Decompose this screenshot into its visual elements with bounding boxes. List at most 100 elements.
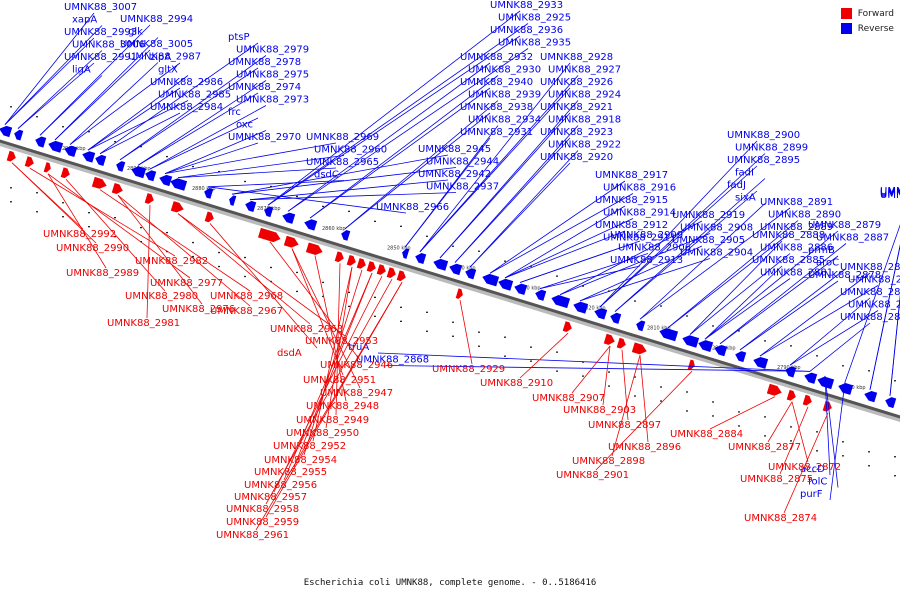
forward-gene-arrow[interactable] [111,182,124,195]
reverse-gene-arrow[interactable] [303,218,318,231]
forward-gene-arrow[interactable] [144,193,156,205]
reverse-gene-arrow[interactable] [784,365,797,378]
forward-gene-arrow[interactable] [822,400,834,413]
reverse-gene-arrow[interactable] [432,257,449,271]
forward-gene-arrow[interactable] [283,235,300,250]
guide-dot [478,250,480,252]
reverse-gene-arrow[interactable] [734,350,747,363]
reverse-gene-arrow[interactable] [658,326,679,342]
forward-gene-arrow[interactable] [356,258,368,270]
forward-gene-arrow[interactable] [24,156,36,168]
reverse-gene-arrow[interactable] [464,267,477,280]
forward-gene-arrow[interactable] [786,389,798,402]
guide-dot [114,236,116,238]
reverse-gene-arrow[interactable] [203,187,214,199]
reverse-gene-arrow[interactable] [837,381,854,395]
forward-gene-arrow[interactable] [455,288,465,299]
reverse-gene-label: UMNK88_2965 [306,157,379,168]
reverse-gene-arrow[interactable] [281,211,296,224]
forward-gene-label: UMNK88_2884 [670,429,743,440]
forward-gene-arrow[interactable] [258,227,282,244]
reverse-gene-arrow[interactable] [63,144,78,158]
reverse-gene-arrow[interactable] [481,272,500,287]
forward-gene-arrow[interactable] [204,211,216,223]
reverse-gene-arrow[interactable] [401,248,410,259]
forward-gene-arrow[interactable] [170,201,185,214]
reverse-gene-arrow[interactable] [803,371,818,384]
reverse-leader-line [759,272,871,357]
guide-dot [348,305,350,308]
reverse-gene-arrow[interactable] [713,343,728,357]
guide-dot [166,155,168,158]
forward-gene-arrow[interactable] [91,176,108,191]
reverse-gene-arrow[interactable] [534,288,547,301]
reverse-gene-arrow[interactable] [884,396,897,409]
reverse-gene-arrow[interactable] [863,389,878,403]
reverse-leader-line [267,35,521,206]
reverse-leader-line [164,142,259,175]
forward-gene-arrow[interactable] [346,255,358,267]
reverse-gene-arrow[interactable] [34,135,47,148]
reverse-gene-arrow[interactable] [13,129,24,141]
reverse-gene-arrow[interactable] [130,165,147,179]
reverse-gene-arrow[interactable] [0,124,13,138]
forward-gene-arrow[interactable] [766,383,783,398]
reverse-gene-label: UMNK88_2924 [548,90,621,101]
forward-gene-arrow[interactable] [60,167,72,179]
reverse-gene-arrow[interactable] [497,277,514,291]
reverse-gene-arrow[interactable] [228,195,237,206]
guide-dot [218,251,220,254]
forward-gene-label: UMNK88_2947 [320,388,393,399]
reverse-gene-arrow[interactable] [414,252,427,265]
reverse-gene-label: UMNK88_2943 [880,186,900,197]
reverse-gene-arrow[interactable] [263,205,274,218]
reverse-gene-arrow[interactable] [697,338,714,352]
forward-gene-arrow[interactable] [616,337,628,350]
forward-gene-arrow[interactable] [43,162,53,173]
reverse-gene-label: UMNK88_2975 [236,70,309,81]
reverse-gene-arrow[interactable] [513,282,528,295]
forward-gene-arrow[interactable] [305,242,324,256]
reverse-gene-arrow[interactable] [47,139,64,153]
reverse-gene-arrow[interactable] [144,169,157,182]
forward-gene-arrow[interactable] [366,261,378,273]
forward-gene-arrow[interactable] [562,321,574,333]
guide-dot [504,355,506,357]
reverse-gene-arrow[interactable] [340,229,351,241]
reverse-gene-arrow[interactable] [448,262,463,276]
reverse-gene-arrow[interactable] [244,199,257,212]
forward-gene-arrow[interactable] [386,267,398,279]
reverse-gene-arrow[interactable] [752,355,769,369]
reverse-gene-arrow[interactable] [572,300,589,314]
guide-dot [114,217,116,219]
reverse-gene-label: UMNK88_2986 [150,77,223,88]
reverse-gene-arrow[interactable] [115,160,126,172]
forward-gene-arrow[interactable] [6,150,18,163]
reverse-gene-arrow[interactable] [681,333,700,348]
forward-gene-arrow[interactable] [687,359,697,371]
legend-forward[interactable]: Forward [840,8,894,19]
guide-dot [218,170,220,173]
forward-gene-arrow[interactable] [334,251,346,263]
guide-dot [894,380,896,382]
forward-gene-arrow[interactable] [802,394,814,407]
reverse-gene-arrow[interactable] [94,153,107,166]
forward-gene-arrow[interactable] [396,270,408,282]
backbone-tick-label: 2820 kbp [582,305,606,311]
reverse-gene-arrow[interactable] [635,319,646,332]
reverse-gene-arrow[interactable] [593,306,608,320]
reverse-gene-arrow[interactable] [81,150,96,163]
reverse-gene-label: UMNK88_2974 [228,82,301,93]
reverse-gene-arrow[interactable] [550,293,571,309]
forward-gene-arrow[interactable] [376,264,388,276]
legend-reverse[interactable]: Reverse [840,23,894,34]
guide-dot [816,450,818,452]
reverse-gene-label: UMNK88_2876 [848,275,900,286]
reverse-gene-arrow[interactable] [158,173,173,187]
forward-gene-arrow[interactable] [631,342,648,356]
forward-leader-line [117,194,203,305]
forward-gene-arrow[interactable] [603,333,616,346]
reverse-gene-arrow[interactable] [169,177,188,191]
guide-dot [452,335,454,337]
reverse-gene-arrow[interactable] [609,311,622,324]
